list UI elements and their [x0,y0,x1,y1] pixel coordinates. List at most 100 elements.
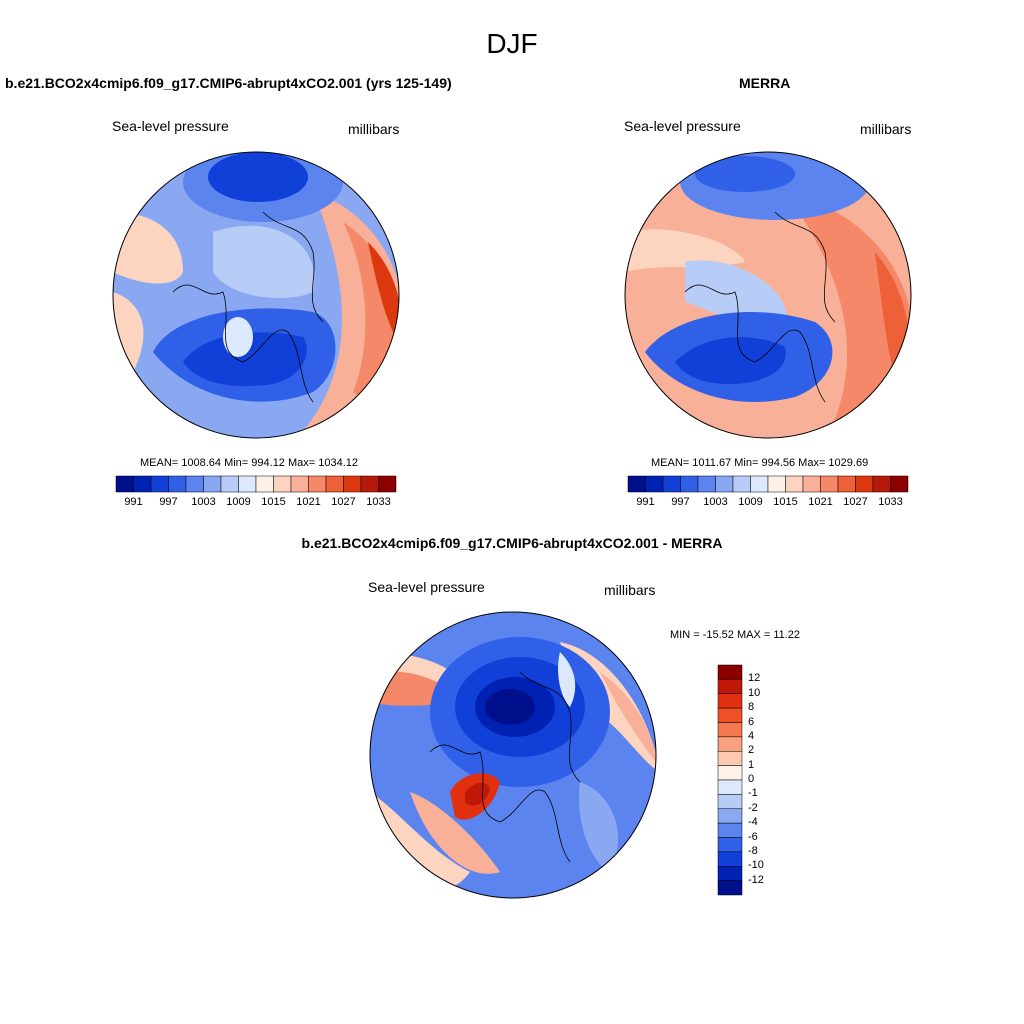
colorbar-swatch [750,475,769,493]
colorbar-tick-label: -6 [748,830,758,843]
panel1-stats: MEAN= 1008.64 Min= 994.12 Max= 1034.12 [140,457,359,469]
colorbar-swatch [238,475,257,493]
colorbar-tick-label: 1021 [808,496,833,508]
panel2-title: MERRA [739,75,791,91]
colorbar-tick-label: 8 [748,701,755,714]
colorbar-tick-label: -1 [748,787,758,800]
colorbar-swatch [697,475,716,493]
panel1-colorbar-labels: 991 997 1003 1009 1015 1021 1027 1033 [116,496,396,510]
colorbar-swatch [378,475,397,493]
colorbar-swatch [717,808,743,824]
colorbar-swatch [360,475,379,493]
colorbar-swatch [717,679,743,694]
colorbar-swatch [837,475,856,493]
colorbar-tick-label: -12 [748,873,764,886]
panel3-colorbar [717,664,743,896]
colorbar-swatch [717,765,743,781]
colorbar-swatch [185,475,204,493]
colorbar-tick-label: 997 [671,496,690,508]
panel3-polar-map [369,611,657,899]
colorbar-tick-label: 1021 [296,496,321,508]
colorbar-tick-label: 10 [748,686,761,699]
colorbar-swatch [220,475,239,493]
panel3-variable-label: Sea-level pressure [368,579,485,595]
colorbar-tick-label: 1033 [366,496,391,508]
colorbar-tick-label: 1003 [191,496,216,508]
panel1-polar-map [112,151,400,439]
colorbar-swatch [717,866,743,881]
panel3-colorbar-labels: 12 10 8 6 4 2 1 0 -1 -2 -4 -6 -8 -10 -12 [748,665,788,895]
colorbar-swatch [717,794,743,809]
colorbar-swatch [168,475,187,493]
colorbar-tick-label: 1015 [261,496,286,508]
panel3-title: b.e21.BCO2x4cmip6.f09_g17.CMIP6-abrupt4x… [301,535,723,551]
colorbar-swatch [290,475,309,493]
colorbar-swatch [717,693,743,709]
colorbar-swatch [767,475,786,493]
colorbar-tick-label: 1015 [773,496,798,508]
panel1-variable-label: Sea-level pressure [112,118,229,134]
colorbar-swatch [717,880,743,896]
colorbar-swatch [820,475,839,493]
colorbar-swatch [150,475,169,493]
colorbar-tick-label: 12 [748,672,761,685]
colorbar-swatch [872,475,891,493]
colorbar-tick-label: 6 [748,715,755,728]
colorbar-tick-label: 1 [748,758,755,771]
colorbar-swatch [255,475,274,493]
colorbar-swatch [717,851,743,867]
colorbar-swatch [680,475,699,493]
colorbar-swatch [343,475,362,493]
colorbar-tick-label: -10 [748,859,764,872]
colorbar-tick-label: 1009 [226,496,251,508]
colorbar-tick-label: 1009 [738,496,763,508]
colorbar-swatch [627,475,646,493]
colorbar-swatch [785,475,804,493]
colorbar-swatch [325,475,344,493]
colorbar-swatch [802,475,821,493]
colorbar-swatch [662,475,681,493]
colorbar-swatch [717,736,743,752]
colorbar-tick-label: 4 [748,729,755,742]
colorbar-tick-label: 1027 [331,496,356,508]
colorbar-tick-label: 991 [636,496,655,508]
panel3-units-label: millibars [604,582,656,598]
colorbar-swatch [717,779,743,795]
panel3-stats: MIN = -15.52 MAX = 11.22 [670,629,801,641]
colorbar-swatch [717,837,743,853]
colorbar-swatch [855,475,874,493]
colorbar-swatch [717,664,743,680]
colorbar-tick-label: -8 [748,844,758,857]
colorbar-tick-label: 997 [159,496,178,508]
panel2-colorbar [627,475,909,493]
colorbar-swatch [717,751,743,766]
colorbar-swatch [732,475,751,493]
colorbar-tick-label: 991 [124,496,143,508]
figure-title: DJF [486,28,538,59]
colorbar-tick-label: -2 [748,801,758,814]
panel1-title: b.e21.BCO2x4cmip6.f09_g17.CMIP6-abrupt4x… [5,75,452,91]
panel2-polar-map [624,151,912,439]
colorbar-tick-label: 1003 [703,496,728,508]
colorbar-swatch [645,475,664,493]
colorbar-tick-label: 2 [748,744,755,757]
panel2-variable-label: Sea-level pressure [624,118,741,134]
colorbar-tick-label: 0 [748,773,755,785]
colorbar-swatch [715,475,734,493]
colorbar-tick-label: -4 [748,816,758,829]
panel1-colorbar [115,475,397,493]
colorbar-tick-label: 1033 [878,496,903,508]
colorbar-swatch [115,475,134,493]
panel2-units-label: millibars [860,121,912,137]
colorbar-swatch [133,475,152,493]
panel1-units-label: millibars [348,121,400,137]
colorbar-swatch [717,707,743,723]
colorbar-swatch [203,475,222,493]
panel2-colorbar-labels: 991 997 1003 1009 1015 1021 1027 1033 [628,496,908,510]
colorbar-swatch [717,722,743,738]
colorbar-swatch [890,475,909,493]
colorbar-swatch [273,475,292,493]
colorbar-tick-label: 1027 [843,496,868,508]
panel2-stats: MEAN= 1011.67 Min= 994.56 Max= 1029.69 [651,457,869,469]
colorbar-swatch [308,475,327,493]
